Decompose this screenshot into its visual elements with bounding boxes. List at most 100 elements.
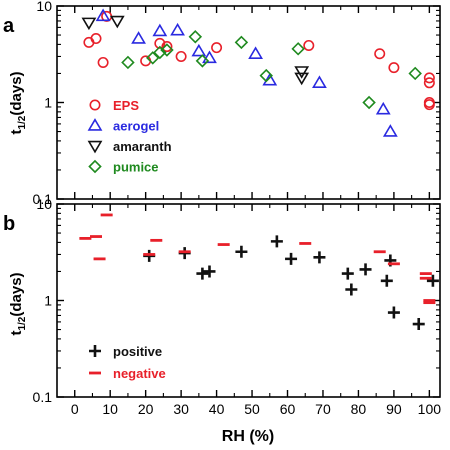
data-point-positive xyxy=(426,274,439,287)
data-point-amaranth xyxy=(294,72,310,86)
y-axis-title-a: t1/2(days) xyxy=(8,71,28,134)
series-aerogel xyxy=(95,8,398,137)
x-tick-label: 90 xyxy=(386,401,402,417)
x-tick-label: 70 xyxy=(315,401,331,417)
x-tick-label: 40 xyxy=(209,401,225,417)
data-point-positive xyxy=(387,306,400,319)
data-point-EPS xyxy=(423,99,435,111)
data-point-EPS xyxy=(423,72,435,84)
x-tick-label: 50 xyxy=(244,401,260,417)
series-EPS xyxy=(83,10,435,111)
data-point-pumice xyxy=(153,45,167,60)
data-point-pumice xyxy=(195,54,210,68)
data-point-aerogel xyxy=(152,23,168,37)
data-point-positive xyxy=(143,249,156,262)
data-point-pumice xyxy=(291,42,305,56)
data-point-EPS xyxy=(154,37,166,49)
legend-marker-aerogel xyxy=(87,118,103,131)
data-point-aerogel xyxy=(375,101,391,115)
data-point-aerogel xyxy=(191,43,207,57)
y-tick-label: 1 xyxy=(44,95,52,111)
data-point-EPS xyxy=(211,42,223,54)
y-tick-label: 10 xyxy=(36,0,52,14)
data-point-positive xyxy=(345,283,358,296)
y-tick-label: 0.1 xyxy=(33,389,53,405)
data-point-aerogel xyxy=(382,124,398,137)
series-positive xyxy=(143,235,439,331)
data-point-amaranth xyxy=(81,17,97,31)
legend-label-aerogel: aerogel xyxy=(113,119,159,134)
data-point-positive xyxy=(412,318,425,331)
data-point-pumice xyxy=(188,30,203,44)
data-point-aerogel xyxy=(170,22,185,36)
data-point-pumice xyxy=(146,51,160,65)
data-point-pumice xyxy=(234,35,249,50)
panel-a: a t1/2(days) 0.1 1 10 EPS aerogel amaranth pu… xyxy=(3,0,441,207)
x-tick-label: 10 xyxy=(102,401,118,417)
legend-a: EPS aerogel amaranth pumice xyxy=(87,98,172,175)
legend-marker-pumice xyxy=(88,159,102,174)
data-point-positive xyxy=(285,252,298,265)
data-point-amaranth xyxy=(294,66,310,79)
panel-label-a: a xyxy=(3,15,15,37)
data-point-positive xyxy=(196,267,209,280)
legend-label-positive: positive xyxy=(113,344,162,359)
data-point-positive xyxy=(270,235,283,248)
x-tick-label: 20 xyxy=(138,401,154,417)
x-tick-label: 30 xyxy=(173,401,189,417)
plot-area-a xyxy=(81,8,435,137)
x-tick-label: 100 xyxy=(418,401,442,417)
data-point-aerogel xyxy=(202,50,217,64)
data-point-pumice xyxy=(259,68,273,83)
legend-marker-EPS xyxy=(89,99,101,111)
legend-label-amaranth: amaranth xyxy=(113,139,172,154)
x-tick-label: 60 xyxy=(280,401,296,417)
data-point-positive xyxy=(313,251,326,264)
y-tick-label: 10 xyxy=(36,196,52,212)
legend-label-negative: negative xyxy=(113,366,166,381)
series-negative xyxy=(79,213,436,305)
x-axis-title: RH (%) xyxy=(222,428,274,445)
legend-marker-amaranth xyxy=(87,140,103,154)
data-point-EPS xyxy=(388,62,400,74)
legend-label-EPS: EPS xyxy=(113,98,139,113)
series-pumice xyxy=(121,30,422,110)
data-point-positive xyxy=(380,274,393,287)
data-point-EPS xyxy=(303,39,315,51)
plot-frame-a xyxy=(56,5,441,200)
x-tick-label: 0 xyxy=(71,401,79,417)
legend-b: positive negative xyxy=(89,344,166,381)
plot-frame-b xyxy=(56,203,441,398)
data-point-EPS xyxy=(97,56,109,68)
data-point-aerogel xyxy=(248,46,263,59)
y-axis-title-b: t1/2(days) xyxy=(8,272,28,335)
data-point-positive xyxy=(359,263,372,276)
data-point-positive xyxy=(235,245,248,258)
data-point-aerogel xyxy=(95,8,111,22)
legend-marker-positive xyxy=(89,345,101,357)
data-point-aerogel xyxy=(312,75,327,89)
data-point-positive xyxy=(341,267,354,280)
data-point-EPS xyxy=(175,50,187,62)
data-point-EPS xyxy=(90,33,102,45)
plot-area-b xyxy=(79,213,439,331)
axis-ticks-a: 0.1 1 10 xyxy=(33,0,440,207)
data-point-positive xyxy=(203,265,216,278)
y-tick-label: 1 xyxy=(44,293,52,309)
data-point-pumice xyxy=(160,43,174,57)
data-point-EPS xyxy=(161,41,173,53)
series-amaranth xyxy=(81,15,310,86)
data-point-aerogel xyxy=(131,31,146,44)
y-tick-label: 0.1 xyxy=(33,191,53,207)
data-point-EPS xyxy=(423,77,435,89)
data-point-amaranth xyxy=(109,15,125,29)
data-point-EPS xyxy=(374,48,386,60)
panel-label-b: b xyxy=(3,213,15,235)
data-point-pumice xyxy=(362,95,376,110)
data-point-EPS xyxy=(140,55,152,67)
data-point-pumice xyxy=(408,66,422,81)
data-point-pumice xyxy=(121,55,135,70)
